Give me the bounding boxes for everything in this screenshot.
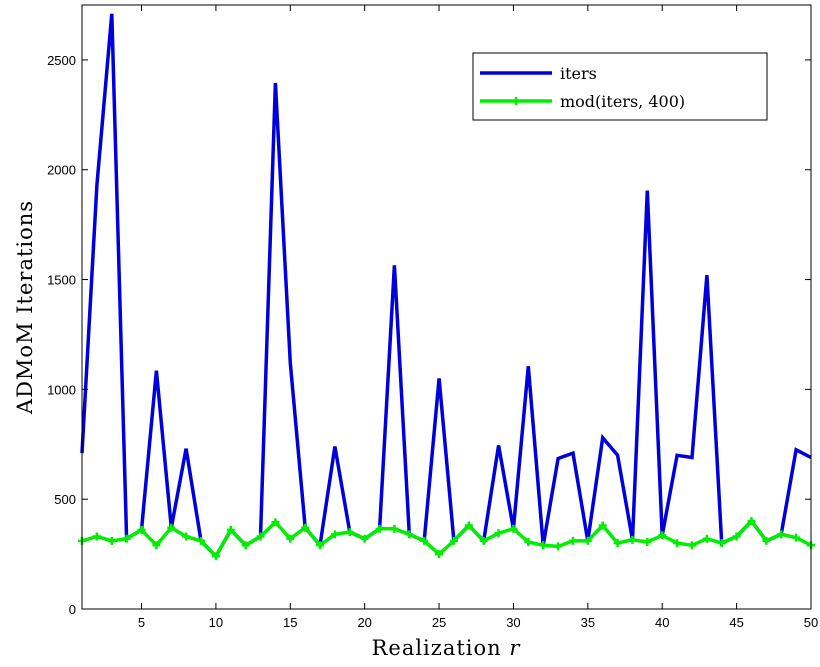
data-point: [643, 538, 652, 547]
y-tick-label: 2500: [47, 53, 76, 68]
data-point: [330, 530, 339, 539]
data-point: [762, 536, 771, 545]
data-point: [658, 531, 667, 540]
data-point: [345, 528, 354, 537]
y-tick-label: 1500: [47, 273, 76, 288]
svg-text:Realization r: Realization r: [372, 636, 522, 660]
x-tick-label: 45: [729, 615, 743, 630]
x-tick-label: 5: [138, 615, 145, 630]
data-point: [241, 541, 250, 550]
legend-plus-marker: [512, 97, 520, 105]
data-point: [167, 523, 176, 532]
data-point: [583, 536, 592, 545]
data-point: [524, 538, 533, 547]
y-axis-label: ADMoM Iterations: [13, 200, 37, 415]
data-point: [375, 524, 384, 533]
data-point: [211, 552, 220, 561]
data-point: [226, 525, 235, 534]
data-point: [464, 521, 473, 530]
x-tick-label: 40: [655, 615, 669, 630]
data-point: [197, 536, 206, 545]
data-point: [539, 541, 548, 550]
x-axis-label-text: Realization: [372, 636, 510, 660]
data-point: [107, 536, 116, 545]
data-point: [732, 532, 741, 541]
data-point: [137, 525, 146, 534]
x-tick-label: 25: [432, 615, 446, 630]
data-point: [122, 534, 131, 543]
y-tick-label: 2000: [47, 163, 76, 178]
data-point: [449, 536, 458, 545]
x-tick-label: 30: [506, 615, 520, 630]
data-point: [747, 517, 756, 526]
data-point: [702, 534, 711, 543]
legend-label-mod: mod(iters, 400): [560, 92, 685, 111]
data-point: [598, 521, 607, 530]
legend-marker-mod: [512, 97, 520, 105]
x-tick-label: 10: [209, 615, 223, 630]
data-point: [777, 530, 786, 539]
data-point: [568, 536, 577, 545]
data-point: [673, 539, 682, 548]
legend: iters mod(iters, 400): [472, 52, 768, 121]
data-point: [509, 524, 518, 533]
y-tick-label: 1000: [47, 382, 76, 397]
data-point: [628, 535, 637, 544]
data-point: [182, 532, 191, 541]
y-tick-label: 0: [69, 602, 76, 617]
data-point: [554, 542, 563, 551]
data-point: [717, 539, 726, 548]
data-point: [271, 518, 280, 527]
data-point: [256, 532, 265, 541]
plot-frame: [81, 4, 812, 610]
data-point: [301, 523, 310, 532]
data-point: [405, 530, 414, 539]
data-point: [92, 532, 101, 541]
legend-box: [472, 52, 768, 121]
y-tick-label: 500: [54, 492, 76, 507]
data-point: [613, 539, 622, 548]
x-tick-label: 50: [804, 615, 818, 630]
data-point: [390, 524, 399, 533]
x-tick-label: 35: [581, 615, 595, 630]
legend-label-iters: iters: [560, 64, 597, 83]
data-point: [316, 541, 325, 550]
data-point: [687, 541, 696, 550]
series-layer: [78, 13, 815, 561]
x-axis-title: Realization r: [372, 636, 522, 660]
x-tick-label: 20: [357, 615, 371, 630]
x-tick-label: 15: [283, 615, 297, 630]
data-point: [479, 536, 488, 545]
data-point: [286, 534, 295, 543]
data-point: [152, 541, 161, 550]
data-point: [435, 550, 444, 559]
data-point: [360, 534, 369, 543]
data-point: [494, 529, 503, 538]
data-point: [420, 536, 429, 545]
data-point: [792, 533, 801, 542]
x-axis-label-var: r: [509, 636, 521, 660]
